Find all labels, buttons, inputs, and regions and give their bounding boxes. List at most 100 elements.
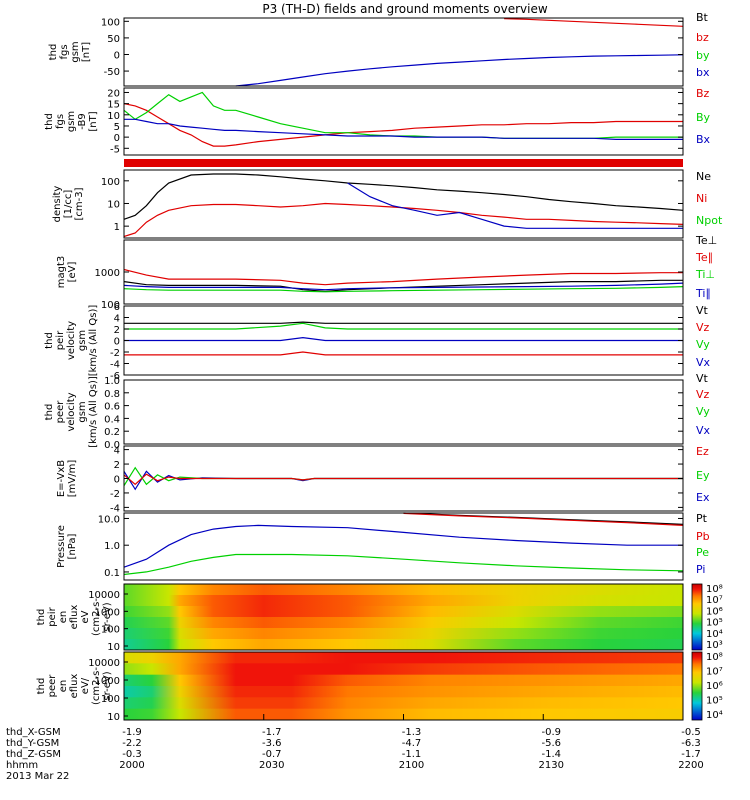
panel-frame	[123, 512, 684, 581]
panel-frame	[123, 445, 684, 512]
xaxis-row-label: hhmm	[6, 760, 38, 771]
series-3-line	[347, 182, 683, 229]
colorbar	[691, 651, 703, 721]
legend-label: Vy	[696, 405, 710, 418]
ytick-label: 1000	[95, 268, 120, 279]
ylabel: gsm	[77, 330, 88, 351]
ylabel: -B9	[77, 113, 88, 129]
ylabel: [1/cc]	[63, 190, 74, 219]
xaxis-value: -5.6	[541, 738, 561, 749]
xaxis-value: 2000	[119, 760, 144, 771]
ytick-label: 0.8	[104, 389, 120, 400]
heatmap-band	[124, 628, 683, 640]
ytick-label: 1000	[95, 607, 120, 618]
legend-label: Te∥	[695, 251, 713, 264]
legend-label: Vt	[696, 304, 709, 317]
legend-label: Te⊥	[695, 234, 717, 247]
panel-frame	[123, 17, 684, 87]
ylabel: [nPa]	[67, 533, 78, 559]
xaxis-value: -0.3	[122, 749, 142, 760]
ytick-label: 20	[107, 88, 120, 99]
xaxis-value: -4.7	[402, 738, 422, 749]
ylabel: Pressure	[56, 525, 67, 568]
ytick-label: 10000	[88, 590, 120, 601]
legend-label: Pb	[696, 530, 710, 543]
legend-label: Vz	[696, 321, 710, 334]
ytick-label: 0.6	[104, 402, 120, 413]
series-2-line	[123, 279, 683, 292]
ylabel: eflux	[69, 674, 80, 699]
xaxis-value: 2100	[399, 760, 424, 771]
heatmap-band	[124, 584, 683, 596]
ytick-label: 6	[114, 302, 120, 313]
series-3-line	[123, 524, 683, 568]
heatmap-band	[124, 606, 683, 618]
ytick-label: 0.0	[104, 440, 120, 451]
colorbar-tick-label: 10³	[706, 640, 723, 651]
series-2-line	[123, 202, 684, 238]
ytick-label: 0.4	[104, 414, 120, 425]
ytick-label: 10	[107, 111, 120, 122]
ytick-label: -50	[104, 67, 120, 78]
ytick-label: 100	[101, 300, 120, 311]
ytick-label: 15	[107, 100, 120, 111]
ylabel: eV	[80, 610, 91, 623]
panel-6: 1.0 0.8 0.60.4 0.2 0.0 Vt Vz Vy Vx thd peer velocit…	[44, 372, 711, 451]
ylabel: (cm2-s-	[91, 667, 102, 705]
ytick-label: -4	[110, 503, 120, 514]
ytick-label: 0	[114, 475, 120, 486]
ytick-label: -2	[110, 489, 120, 500]
legend-label: By	[696, 111, 711, 124]
colorbar-tick-label: 10⁶	[706, 606, 723, 617]
panel-frame	[123, 87, 684, 156]
legend-label: bz	[696, 31, 709, 44]
panel-3: 100 10 1 Ne Ni Npot density [1/cc] [cm-3]	[52, 169, 723, 239]
series-4-line	[124, 351, 683, 356]
colorbar-tick-label: 10⁵	[706, 618, 723, 629]
xaxis-value: 2030	[259, 760, 284, 771]
xaxis-value: -0.9	[541, 727, 561, 738]
figure-title: P3 (TH-D) fields and ground moments over…	[262, 2, 547, 16]
ytick-label: 100	[101, 625, 120, 636]
colorbar-tick-label: 10⁴	[706, 629, 723, 640]
legend-label: Pt	[696, 512, 708, 525]
ytick-label: -5	[110, 144, 120, 155]
ytick-label: 1	[114, 222, 120, 233]
heatmap-band	[124, 674, 683, 687]
legend-label: Bx	[696, 133, 711, 146]
ytick-label: 0	[114, 337, 120, 348]
ylabel: thd	[44, 332, 55, 349]
xaxis-value: -1.9	[122, 727, 142, 738]
ylabel: [nT]	[88, 111, 99, 131]
ylabel: peir	[47, 606, 58, 626]
series-1-line	[123, 470, 683, 491]
ytick-label: -6	[110, 371, 120, 382]
ytick-label: -2	[110, 348, 120, 359]
ylabel: sr-eV)	[102, 602, 113, 631]
heatmap-band	[124, 697, 683, 710]
ytick-label: 2	[114, 325, 120, 336]
series-2-line	[403, 512, 684, 526]
ylabel: peer	[47, 674, 58, 698]
legend-label: Ti⊥	[695, 268, 715, 281]
xaxis-value: -1.3	[402, 727, 422, 738]
legend-label: Ti∥	[695, 287, 711, 300]
legend-label: Vx	[696, 356, 711, 369]
colorbar-tick-label: 10⁷	[706, 667, 723, 678]
ylabel: sr-eV)	[102, 671, 113, 700]
series-1-line	[123, 103, 683, 147]
ytick-label: 100	[101, 694, 120, 705]
ylabel: thd	[44, 113, 55, 130]
ylabel: en	[58, 680, 69, 693]
series-3-line	[123, 473, 683, 486]
ytick-label: 10.0	[98, 514, 120, 525]
panel-frame	[123, 305, 684, 376]
series-4-line	[123, 286, 684, 293]
xaxis-value: -2.2	[122, 738, 142, 749]
legend-label: Pi	[696, 563, 705, 576]
legend-label: Pe	[696, 546, 709, 559]
legend-label: Vx	[696, 424, 711, 437]
series-3-line	[124, 336, 683, 342]
ylabel: [eV]	[67, 262, 78, 283]
